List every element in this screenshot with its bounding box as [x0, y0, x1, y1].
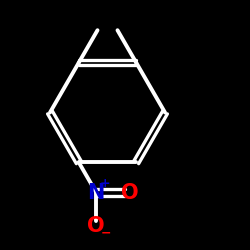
- Text: O: O: [121, 182, 138, 203]
- Text: O: O: [88, 216, 105, 236]
- Text: +: +: [100, 177, 110, 190]
- Text: −: −: [100, 226, 111, 239]
- Text: N: N: [88, 182, 105, 203]
